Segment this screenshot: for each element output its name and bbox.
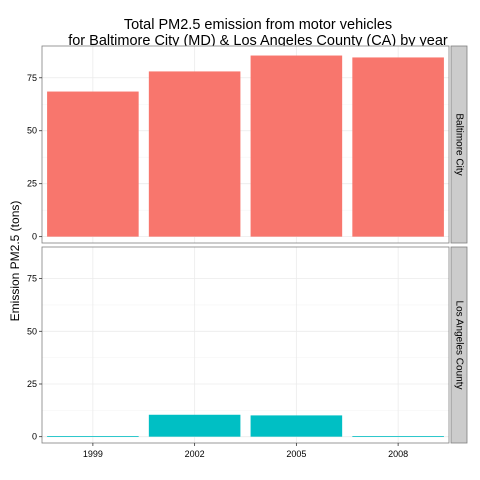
x-tick-label: 2005 [286, 449, 306, 459]
facet-strip [450, 45, 468, 244]
y-tick-label: 75 [27, 73, 37, 83]
x-tick-label: 2002 [185, 449, 205, 459]
panel-border [41, 246, 450, 444]
x-axis: 1999 2002 2005 2008 [83, 443, 408, 459]
bar [47, 91, 139, 237]
facet-panel: 0 25 50 75 Los Angeles County [27, 246, 468, 444]
bar [352, 436, 444, 437]
bar [47, 436, 139, 437]
facet-strip [450, 246, 468, 444]
chart-title: Total PM2.5 emission from motor vehicles… [68, 17, 448, 49]
panel-background [42, 247, 449, 443]
y-tick-label: 0 [32, 232, 37, 242]
facet-panels: 0 25 50 75 Baltimore City 0 25 50 75 Los Angeles … [27, 45, 468, 444]
x-tick-label: 2008 [388, 449, 408, 459]
chart-title-line-2: for Baltimore City (MD) & Los Angeles Co… [68, 33, 448, 49]
facet-panel: 0 25 50 75 Baltimore City [27, 45, 468, 244]
y-tick-label: 25 [27, 179, 37, 189]
y-tick-label: 50 [27, 126, 37, 136]
bar [148, 71, 241, 237]
y-tick-label: 50 [27, 326, 37, 336]
facet-strip-label: Los Angeles County [454, 301, 465, 390]
bar [148, 414, 241, 437]
bar [352, 57, 444, 237]
x-tick-label: 1999 [83, 449, 103, 459]
chart-title-line-1: Total PM2.5 emission from motor vehicles [124, 17, 392, 33]
y-tick-label: 25 [27, 379, 37, 389]
panel-border [41, 45, 450, 244]
y-tick-label: 75 [27, 274, 37, 284]
bar [250, 55, 343, 237]
facet-strip-label: Baltimore City [454, 113, 465, 175]
y-axis-title: Emission PM2.5 (tons) [8, 201, 22, 322]
bar [250, 415, 343, 437]
y-tick-label: 0 [32, 432, 37, 442]
